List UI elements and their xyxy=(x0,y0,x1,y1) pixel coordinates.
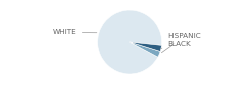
Wedge shape xyxy=(98,10,162,74)
Wedge shape xyxy=(130,42,160,57)
Wedge shape xyxy=(130,42,162,51)
Text: WHITE: WHITE xyxy=(53,29,97,35)
Text: BLACK: BLACK xyxy=(161,41,191,48)
Text: HISPANIC: HISPANIC xyxy=(161,33,201,53)
